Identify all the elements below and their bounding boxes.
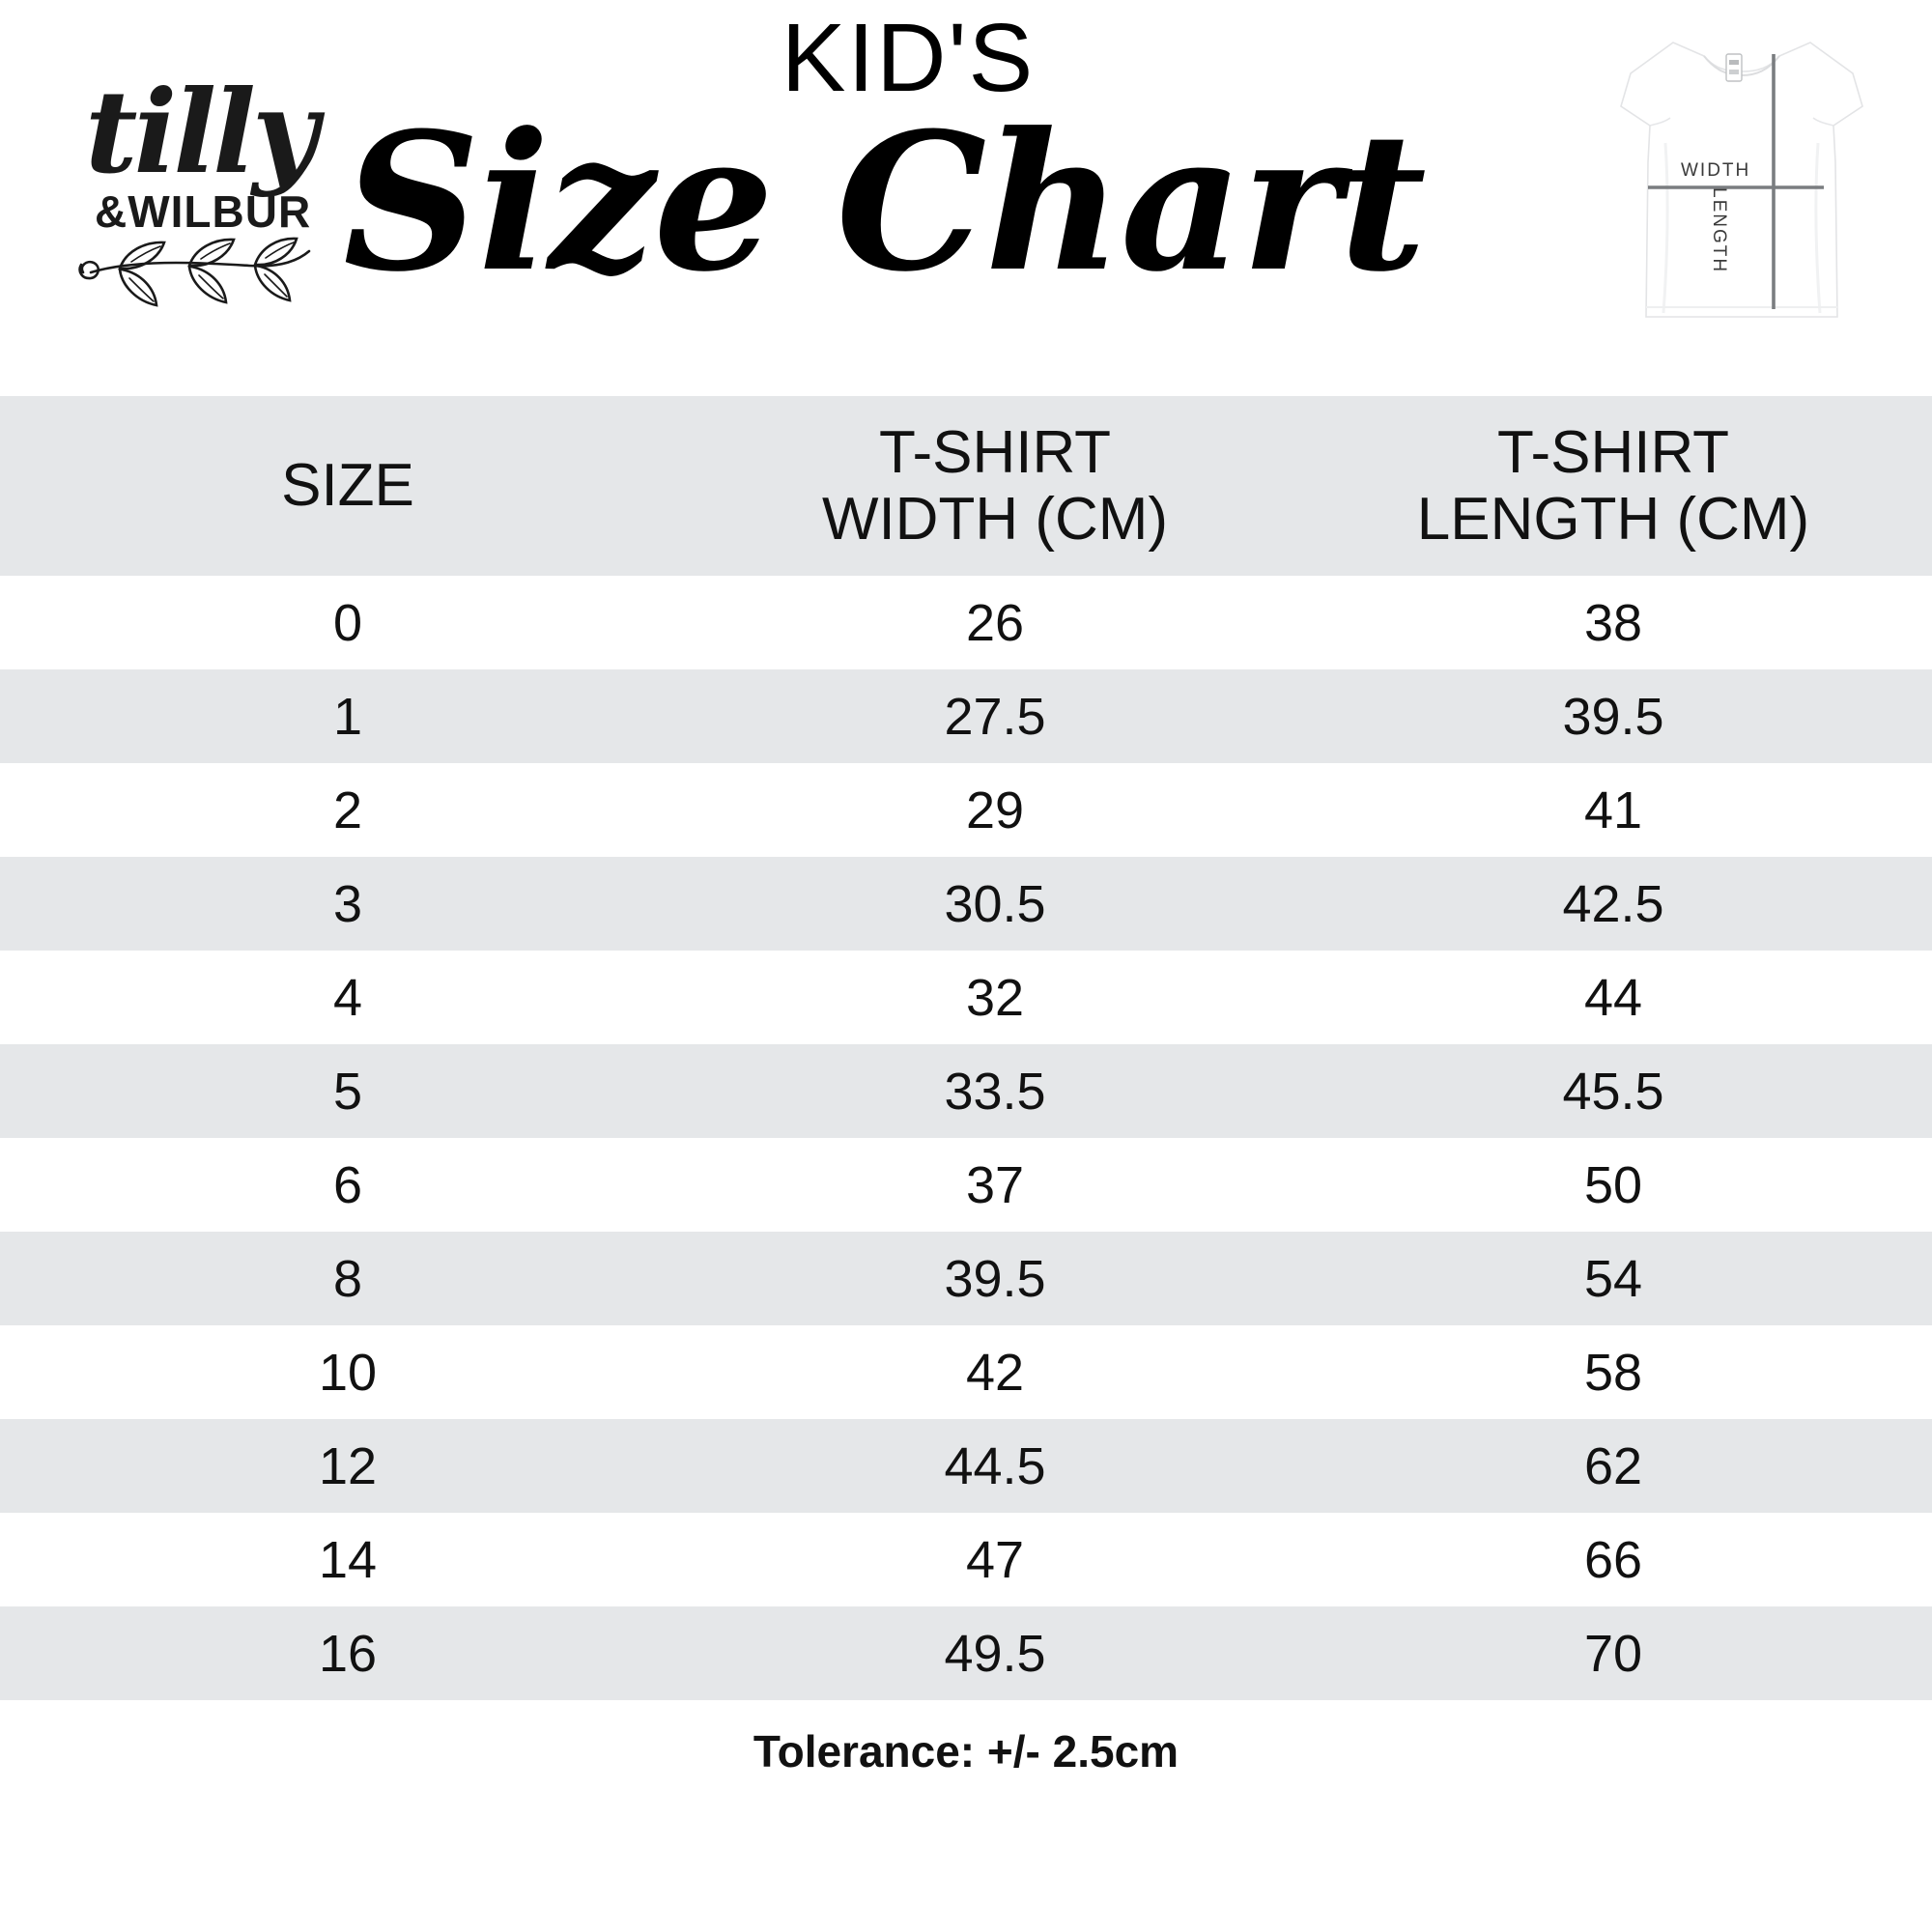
cell-length: 70 [1583,1624,1643,1683]
cell-size: 14 [318,1530,378,1589]
table-body: 0 26 38 1 27.5 39.5 2 29 41 3 30.5 42.5 4 32 44 5 33.5 45… [0,576,1932,1700]
table-row: 1 27.5 39.5 [0,669,1932,763]
column-header-width-line2: WIDTH (CM) [821,486,1169,553]
cell-length: 62 [1583,1436,1643,1495]
brand-sub-name: &WILBUR [95,186,312,237]
column-header-length-line1: T-SHIRT [1497,418,1729,486]
cell-length: 42.5 [1562,874,1664,933]
cell-width: 32 [965,968,1025,1027]
cell-size: 16 [318,1624,378,1683]
table-row: 8 39.5 54 [0,1232,1932,1325]
cell-length: 58 [1583,1343,1643,1402]
cell-width: 42 [965,1343,1025,1402]
cell-length: 50 [1583,1155,1643,1214]
cell-width: 33.5 [944,1062,1046,1121]
column-header-length-line2: LENGTH (CM) [1416,486,1810,553]
cell-width: 49.5 [944,1624,1046,1683]
table-row: 2 29 41 [0,763,1932,857]
cell-length: 38 [1583,593,1643,652]
table-row: 6 37 50 [0,1138,1932,1232]
tshirt-length-label: LENGTH [1709,187,1729,274]
cell-length: 66 [1583,1530,1643,1589]
cell-length: 41 [1583,781,1643,839]
table-row: 16 49.5 70 [0,1606,1932,1700]
column-header-length: T-SHIRT LENGTH (CM) [1294,419,1932,554]
page-eyebrow-title: KID'S [781,4,1036,112]
cell-size: 0 [332,593,363,652]
column-header-width-line1: T-SHIRT [879,418,1111,486]
table-row: 5 33.5 45.5 [0,1044,1932,1138]
cell-length: 39.5 [1562,687,1664,746]
cell-width: 47 [965,1530,1025,1589]
cell-size: 6 [332,1155,363,1214]
leaf-branch-icon [78,237,311,307]
brand-script-name: tilly [85,65,319,199]
cell-width: 26 [965,593,1025,652]
table-row: 4 32 44 [0,951,1932,1044]
cell-width: 29 [965,781,1025,839]
tshirt-icon [1620,42,1863,318]
tshirt-width-label: WIDTH [1681,160,1751,181]
cell-size: 4 [332,968,363,1027]
brand-logo: tilly &WILBUR [75,75,365,327]
table-row: 10 42 58 [0,1325,1932,1419]
page-header: tilly &WILBUR [0,0,1932,396]
table-header-row: SIZE T-SHIRT WIDTH (CM) T-SHIRT LENGTH (… [0,396,1932,576]
cell-width: 44.5 [944,1436,1046,1495]
cell-width: 30.5 [944,874,1046,933]
page-title: Size Chart [343,92,1427,314]
tshirt-measurement-diagram: WIDTH LENGTH [1615,17,1920,365]
column-header-size: SIZE [281,452,414,520]
tolerance-note: Tolerance: +/- 2.5cm [753,1726,1179,1776]
cell-length: 45.5 [1562,1062,1664,1121]
table-row: 14 47 66 [0,1513,1932,1606]
table-row: 12 44.5 62 [0,1419,1932,1513]
cell-size: 1 [332,687,363,746]
cell-length: 54 [1583,1249,1643,1308]
cell-width: 39.5 [944,1249,1046,1308]
cell-size: 3 [332,874,363,933]
cell-width: 37 [965,1155,1025,1214]
cell-width: 27.5 [944,687,1046,746]
column-header-width: T-SHIRT WIDTH (CM) [696,419,1294,554]
table-row: 0 26 38 [0,576,1932,669]
size-chart-table: SIZE T-SHIRT WIDTH (CM) T-SHIRT LENGTH (… [0,396,1932,1777]
cell-size: 5 [332,1062,363,1121]
cell-length: 44 [1583,968,1643,1027]
cell-size: 8 [332,1249,363,1308]
cell-size: 12 [318,1436,378,1495]
cell-size: 10 [318,1343,378,1402]
table-row: 3 30.5 42.5 [0,857,1932,951]
cell-size: 2 [332,781,363,839]
